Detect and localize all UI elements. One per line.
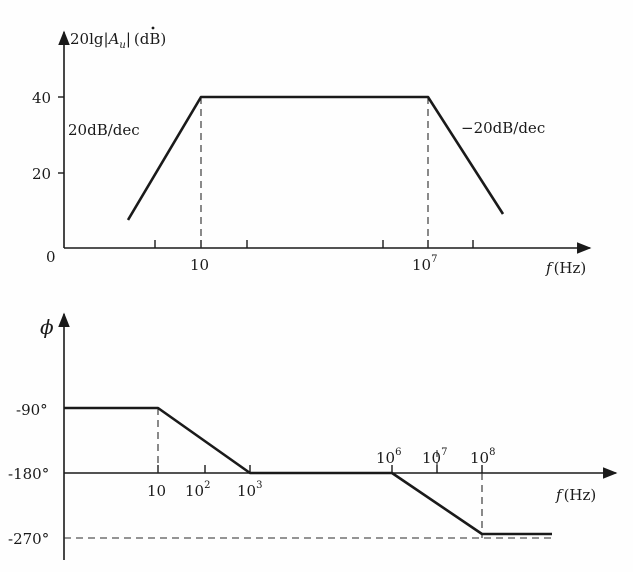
- phase-plot: ϕ -90° -180° -270° 10 102 103 106 107 10…: [8, 312, 618, 560]
- ytick-label-20: 20: [32, 165, 51, 183]
- phase-xtick-label-10e7: 107: [422, 447, 447, 467]
- phase-xtick-label-10e2: 102: [185, 480, 210, 500]
- ytick-label-40: 40: [32, 89, 51, 107]
- magnitude-curve: [126, 95, 505, 221]
- phase-x-label: f (Hz): [555, 486, 596, 504]
- phase-ytick-neg180: -180°: [8, 465, 49, 483]
- magnitude-y-label: 20lg|Au| (dB): [70, 30, 166, 51]
- phase-xtick-label-10: 10: [147, 482, 166, 500]
- phase-ytick-neg90: -90°: [16, 401, 48, 419]
- phase-curve: [64, 406, 552, 536]
- a-dot-accent: [151, 26, 155, 30]
- xtick-label-10: 10: [190, 256, 209, 274]
- magnitude-plot: 20lg|Au| (dB) 40 20 0 10 107 f (Hz) 20dB/d…: [32, 26, 592, 277]
- phase-y-label: ϕ: [40, 315, 54, 339]
- origin-label: 0: [46, 248, 56, 266]
- phase-xtick-label-10e8: 108: [470, 447, 495, 467]
- phase-xtick-label-10e6: 106: [376, 447, 401, 467]
- phase-ytick-neg270: -270°: [8, 530, 49, 548]
- magnitude-x-label: f (Hz): [545, 259, 586, 277]
- slope-left-label: 20dB/dec: [68, 121, 140, 139]
- xtick-label-10e7: 107: [412, 254, 437, 274]
- slope-right-label: −20dB/dec: [461, 119, 545, 137]
- phase-xtick-label-10e3: 103: [237, 480, 262, 500]
